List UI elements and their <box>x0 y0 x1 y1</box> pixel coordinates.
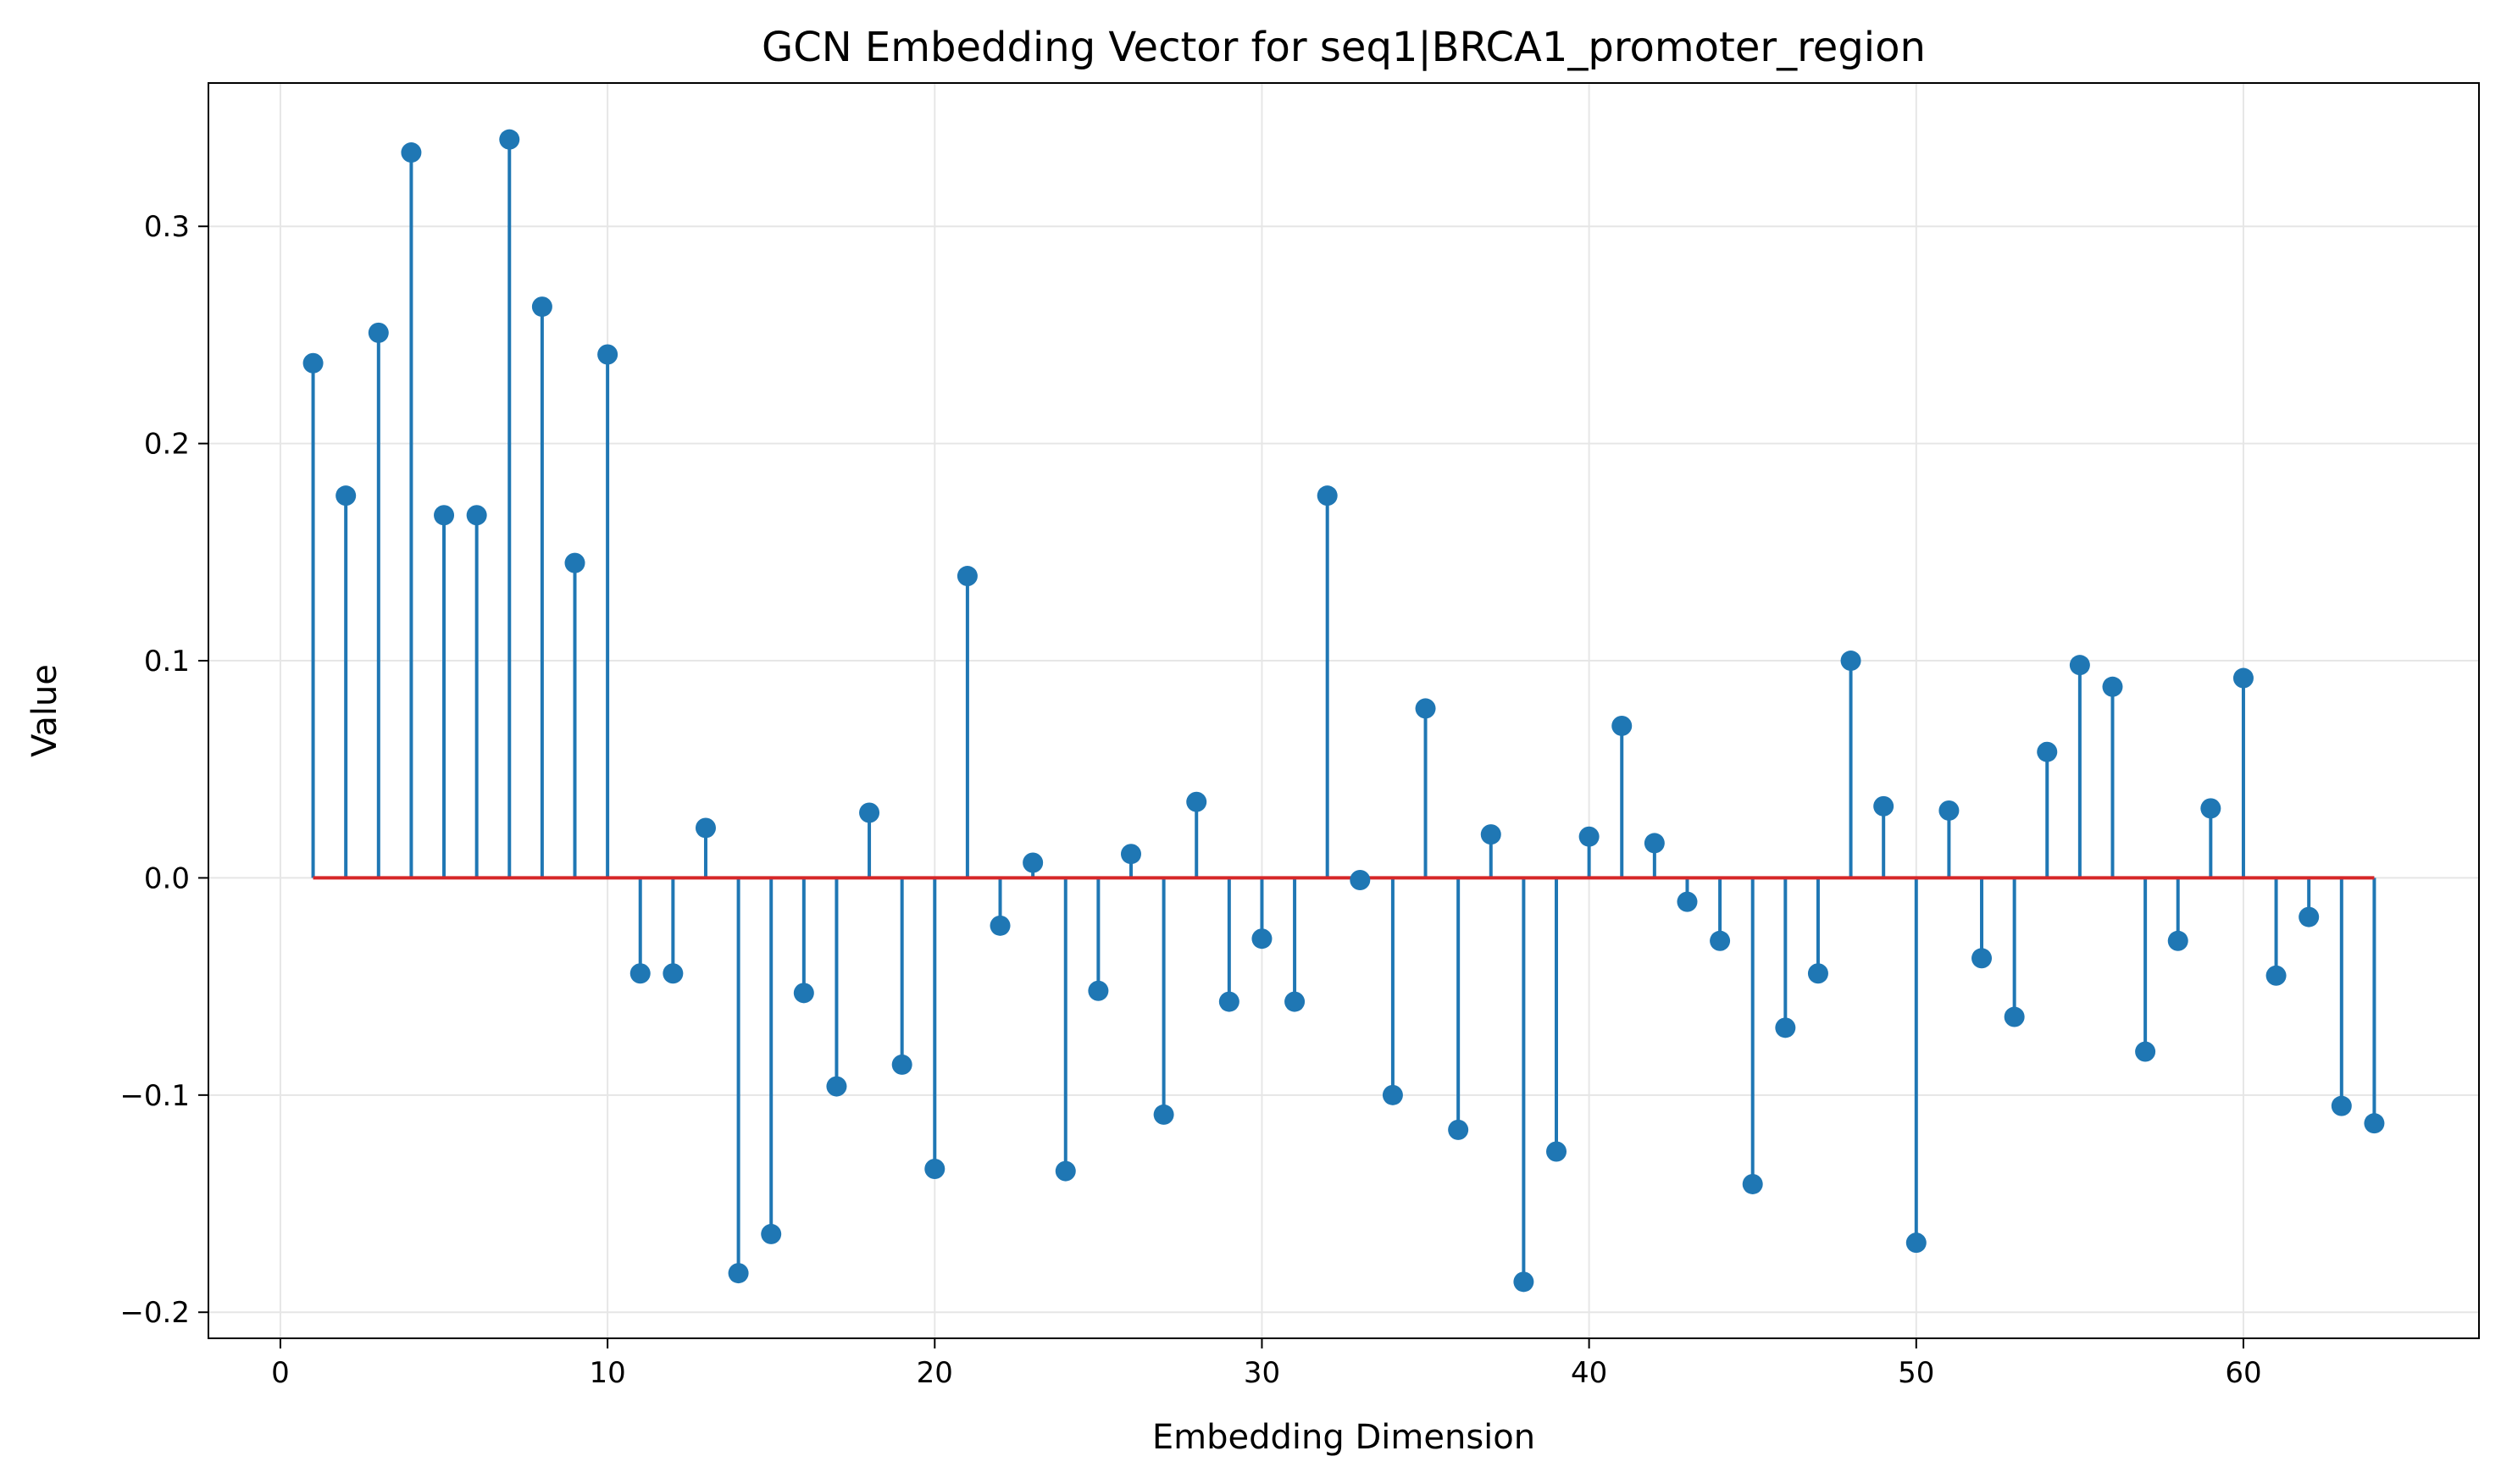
stem-marker <box>1775 1017 1796 1038</box>
x-tick-label: 20 <box>917 1356 953 1390</box>
stem-marker <box>1350 869 1371 890</box>
stem-marker <box>434 505 455 526</box>
stem-marker <box>1677 891 1698 912</box>
stem-marker <box>663 963 684 984</box>
y-axis-title: Value <box>25 664 64 757</box>
stem-marker <box>2364 1113 2385 1134</box>
stem-marker <box>1186 791 1207 812</box>
stem-marker <box>597 344 618 365</box>
y-tick-label: 0.1 <box>144 645 190 678</box>
stem-marker <box>531 296 552 318</box>
y-tick-label: 0.0 <box>144 861 190 895</box>
stem-marker <box>1905 1232 1927 1254</box>
stem-marker <box>1153 1104 1174 1125</box>
stem-marker <box>2331 1095 2352 1116</box>
y-tick-label: −0.2 <box>119 1296 190 1330</box>
stem-marker <box>1873 795 1894 817</box>
stem-marker <box>2004 1006 2025 1027</box>
stem-marker <box>1055 1160 1076 1182</box>
stem-marker <box>793 983 814 1004</box>
stem-marker <box>368 322 389 343</box>
stem-marker <box>1251 928 1273 950</box>
stem-marker <box>1023 852 1044 873</box>
stem-marker <box>2135 1041 2156 1062</box>
stem-marker <box>924 1159 946 1180</box>
stem-marker <box>1840 651 1861 672</box>
stem-marker <box>2299 906 2320 928</box>
x-tick-label: 0 <box>271 1356 290 1390</box>
stem-marker <box>990 915 1011 936</box>
stem-marker <box>2102 676 2123 697</box>
stem-markers <box>302 129 2385 1293</box>
stem-marker <box>466 505 487 526</box>
x-axis-title: Embedding Dimension <box>1152 1418 1535 1457</box>
x-tick-label: 30 <box>1244 1356 1280 1390</box>
stem-marker <box>1971 948 1993 969</box>
stem-marker <box>2069 655 2090 676</box>
stem-marker <box>1480 824 1501 845</box>
stem-lines <box>311 139 2376 1282</box>
stem-marker <box>761 1223 782 1244</box>
stem-marker <box>2232 667 2254 689</box>
stem-marker <box>1415 698 1436 719</box>
stem-marker <box>728 1263 749 1284</box>
stem-marker <box>1448 1119 1469 1140</box>
stem-marker <box>1088 980 1109 1001</box>
stem-marker <box>1611 715 1633 736</box>
stem-marker <box>1578 826 1600 847</box>
stem-marker <box>891 1054 912 1075</box>
stem-marker <box>401 142 422 163</box>
y-tick-label: 0.2 <box>144 428 190 462</box>
stem-marker <box>1120 844 1141 865</box>
stem-marker <box>1807 963 1828 984</box>
plot-frame <box>208 82 2480 1339</box>
stem-marker <box>2200 798 2221 819</box>
stem-marker <box>629 963 651 984</box>
y-tick-label: 0.3 <box>144 210 190 244</box>
axis-ticks: 0 10 20 30 40 50 60 −0.2 −0.1 0.0 0.1 0.2 0.3 <box>119 210 2261 1390</box>
y-tick-label: −0.1 <box>119 1079 190 1113</box>
stem-marker <box>2037 741 2058 762</box>
stem-marker <box>2167 930 2188 951</box>
stem-marker <box>859 802 880 823</box>
x-tick-label: 60 <box>2225 1356 2261 1390</box>
stem-marker <box>1284 991 1306 1012</box>
stem-marker <box>1644 833 1665 854</box>
stem-marker <box>1382 1084 1403 1105</box>
stem-marker <box>499 129 520 150</box>
stem-marker <box>1938 800 1960 821</box>
stem-marker <box>1710 930 1731 951</box>
x-tick-label: 50 <box>1898 1356 1934 1390</box>
stem-marker <box>695 817 716 839</box>
stem-marker <box>826 1076 847 1097</box>
x-tick-label: 40 <box>1571 1356 1607 1390</box>
stem-marker <box>564 552 585 573</box>
stem-marker <box>2265 965 2287 986</box>
chart-title: GCN Embedding Vector for seq1|BRCA1_prom… <box>762 24 1926 71</box>
stem-marker <box>957 566 978 587</box>
stem-marker <box>1317 485 1338 507</box>
stem-marker <box>1218 991 1239 1012</box>
stem-marker <box>1742 1173 1763 1194</box>
stem-marker <box>1513 1271 1534 1293</box>
x-tick-label: 10 <box>589 1356 625 1390</box>
stem-marker <box>302 352 324 374</box>
stem-marker <box>336 485 357 507</box>
stem-marker <box>1546 1141 1567 1162</box>
